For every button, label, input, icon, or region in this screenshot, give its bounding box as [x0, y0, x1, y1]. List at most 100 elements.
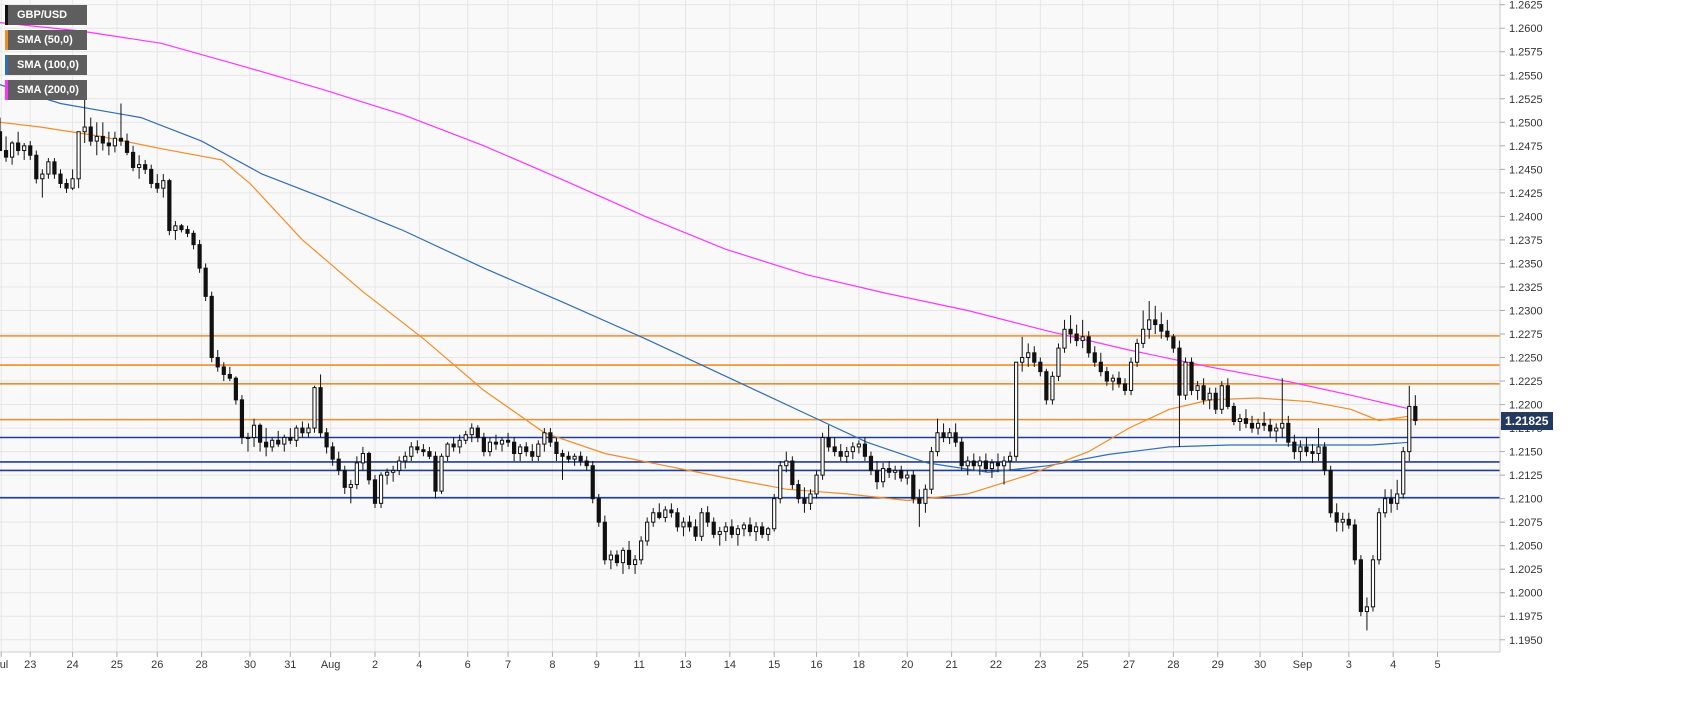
candle-body-bullish [306, 427, 311, 434]
candle-body-bullish [536, 443, 541, 457]
x-tick-label: 21 [945, 659, 957, 671]
candle-body-bearish [1268, 424, 1273, 432]
candle-body-bearish [887, 468, 892, 473]
candle-body-bullish [457, 439, 462, 448]
candle-body-bullish [360, 452, 366, 464]
candle-body-bearish [88, 126, 93, 142]
candle-body-bearish [959, 441, 964, 467]
legend-item-sma-50[interactable]: SMA (50,0) [5, 30, 87, 50]
legend-item-gbpusd[interactable]: GBP/USD [5, 5, 87, 25]
x-tick-label: 31 [284, 659, 296, 671]
legend-item-sma-100[interactable]: SMA (100,0) [5, 55, 87, 75]
candle-body-bearish [802, 498, 807, 504]
candle-body-bearish [106, 142, 111, 147]
candle-body-bullish [753, 526, 759, 533]
candle-body-bearish [34, 154, 39, 180]
plot-background [0, 0, 1500, 652]
candle-body-bearish [1358, 559, 1363, 613]
candle-body-bullish [1056, 347, 1061, 377]
x-tick-label: 14 [724, 659, 736, 671]
candle-body-bullish [735, 528, 741, 535]
legend-label: SMA (200,0) [17, 84, 79, 96]
candle-body-bearish [868, 455, 874, 471]
x-tick-label: 5 [1434, 659, 1440, 671]
candle-body-bearish [917, 498, 922, 504]
candle-body-bullish [173, 225, 178, 232]
candle-body-bullish [808, 493, 813, 504]
legend-swatch [5, 55, 8, 75]
candle-body-bullish [487, 441, 493, 453]
candle-body-bearish [118, 137, 124, 142]
candle-body-bearish [421, 449, 426, 453]
candle-body-bearish [1177, 347, 1182, 396]
x-tick-label: 18 [853, 659, 865, 671]
candle-body-bearish [1413, 405, 1418, 422]
candle-body-bullish [251, 424, 257, 438]
x-tick-label: 4 [416, 659, 422, 671]
candle-body-bullish [1280, 422, 1285, 429]
candle-body-bearish [1310, 451, 1315, 454]
candle-body-bearish [729, 526, 734, 535]
candle-body-bearish [1334, 512, 1339, 523]
candle-body-bullish [469, 427, 474, 436]
candle-body-bullish [572, 455, 577, 460]
candle-body-bearish [554, 441, 559, 454]
candle-body-bearish [124, 140, 130, 153]
y-tick-label: 1.2100 [1509, 494, 1543, 506]
x-tick-label: 8 [549, 659, 555, 671]
candle-body-bullish [1001, 460, 1007, 467]
x-tick-label: 2 [372, 659, 378, 671]
price-tag-box [1501, 412, 1553, 431]
candle-body-bearish [330, 446, 335, 460]
y-tick-label: 1.2425 [1509, 188, 1543, 200]
legend-swatch [5, 80, 8, 100]
x-tick-label: 22 [990, 659, 1002, 671]
y-tick-label: 1.2375 [1509, 235, 1543, 247]
y-tick-label: 1.2300 [1509, 305, 1543, 317]
candle-body-bullish [1370, 559, 1376, 608]
candle-body-bullish [681, 521, 686, 528]
candle-body-bearish [493, 441, 499, 445]
candle-body-bullish [82, 126, 87, 133]
y-tick-label: 1.2550 [1509, 70, 1543, 82]
candle-body-bearish [28, 145, 33, 156]
candle-body-bearish [167, 180, 172, 232]
candle-body-bearish [1153, 319, 1158, 326]
legend-item-sma-200[interactable]: SMA (200,0) [5, 80, 87, 100]
candle-body-bullish [391, 469, 396, 473]
candle-body-bearish [475, 427, 480, 438]
x-tick-label: 25 [111, 659, 123, 671]
candle-body-bullish [9, 142, 15, 158]
candle-body-bullish [977, 460, 982, 467]
x-tick-label: 16 [810, 659, 822, 671]
candle-body-bearish [524, 446, 529, 453]
candle-body-bearish [415, 446, 420, 451]
y-tick-label: 1.2600 [1509, 23, 1543, 35]
candle-body-bearish [614, 554, 620, 564]
candle-body-bullish [1080, 336, 1085, 342]
candle-body-bullish [1298, 446, 1303, 453]
candle-body-bearish [796, 484, 801, 500]
candle-body-bullish [645, 521, 650, 542]
candle-body-bearish [1225, 385, 1230, 407]
candle-body-bearish [1249, 422, 1255, 429]
candle-body-bullish [463, 434, 468, 441]
candle-body-bearish [1201, 385, 1206, 401]
x-tick-label: 20 [901, 659, 913, 671]
candle-body-bearish [155, 182, 160, 189]
candle-body-bearish [1189, 361, 1194, 391]
candle-body-bearish [16, 142, 21, 152]
candle-body-bullish [403, 455, 408, 462]
y-tick-label: 1.2000 [1509, 588, 1543, 600]
y-tick-label: 1.2500 [1509, 117, 1543, 129]
x-tick-label: Jul [0, 659, 8, 671]
candle-body-bearish [505, 439, 511, 443]
candle-body-bullish [1407, 405, 1412, 453]
candle-body-bullish [1183, 361, 1188, 396]
candle-body-bullish [1128, 361, 1134, 391]
candle-body-bullish [947, 432, 952, 438]
candle-body-bearish [602, 521, 607, 561]
candle-body-bearish [3, 150, 9, 158]
candle-body-bearish [548, 432, 553, 443]
